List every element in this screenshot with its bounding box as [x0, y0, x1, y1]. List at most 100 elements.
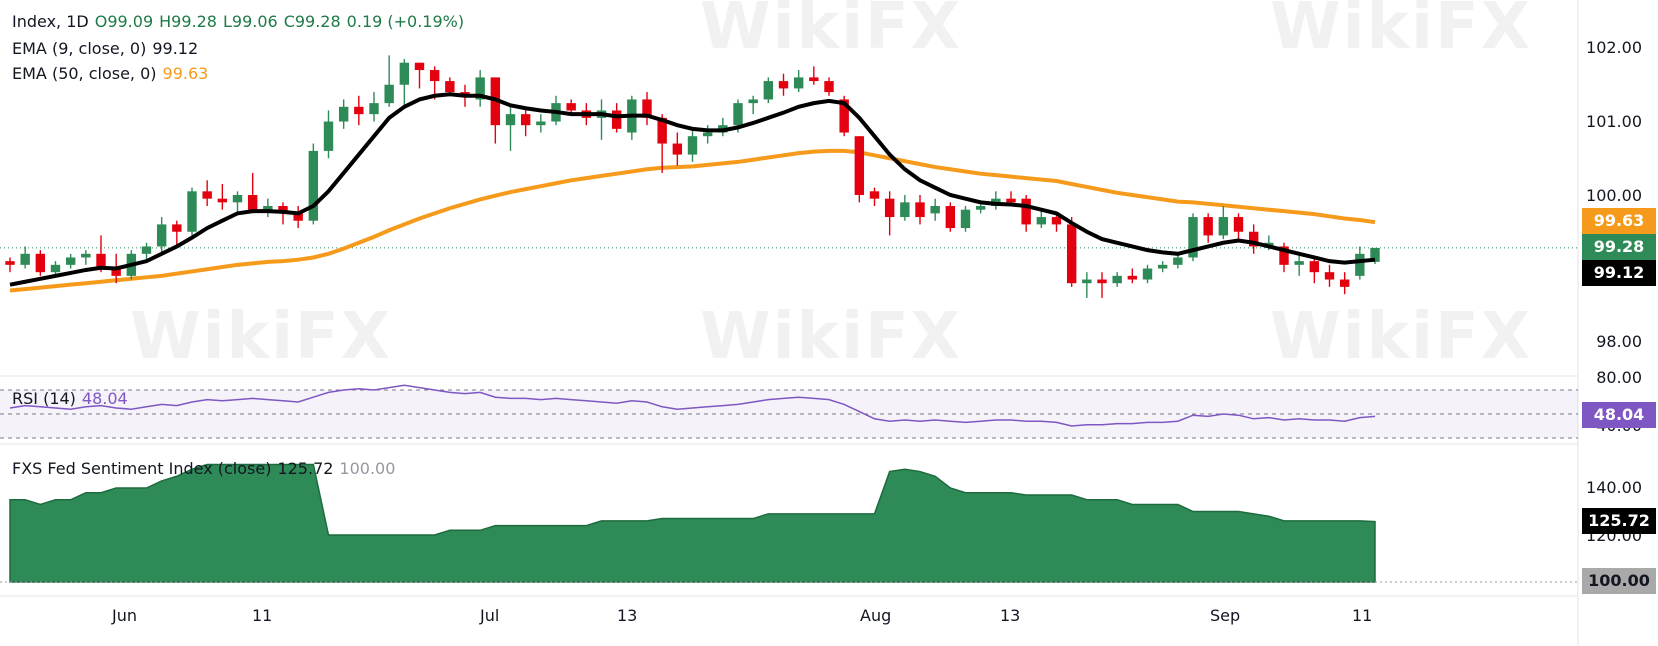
ema50-series — [9, 148, 1376, 293]
ema50-price-tag: 99.63 — [1582, 208, 1656, 234]
candle-body — [1233, 217, 1244, 232]
fxs-area — [0, 463, 1578, 583]
candle-body — [945, 206, 956, 229]
candle-body — [611, 110, 622, 129]
candle-body — [1173, 257, 1183, 265]
candle-body — [748, 99, 758, 104]
candle-body — [5, 261, 15, 265]
ema9-value: 99.12 — [152, 39, 199, 58]
candle-body — [141, 246, 152, 254]
legend-close: C99.28 — [283, 12, 341, 31]
ema9-price-tag: 99.12 — [1582, 260, 1656, 286]
candle-body — [566, 103, 576, 111]
candle-body — [369, 103, 379, 115]
watermark-top-left: WikiFX — [700, 0, 963, 64]
candle-body — [642, 99, 652, 118]
candle-body — [1309, 261, 1320, 273]
candle-body — [293, 213, 303, 221]
candle-body — [520, 114, 531, 126]
fxs-legend: FXS Fed Sentiment Index (close) 125.72 100… — [12, 459, 401, 479]
legend-high: H99.28 — [159, 12, 217, 31]
candle-body — [232, 195, 243, 203]
rsi-panel — [9, 384, 1376, 427]
candle-body — [263, 206, 273, 210]
candle-body — [1036, 217, 1047, 225]
candle-body — [839, 99, 849, 133]
candle-body — [687, 136, 698, 155]
candle-body — [278, 206, 288, 214]
candle-body — [172, 224, 182, 232]
legend-symbol: Index, 1D — [12, 12, 89, 31]
candle-body — [657, 117, 667, 144]
candle-body — [884, 198, 895, 218]
candle-body — [1370, 247, 1380, 262]
x-tick-jul: Jul — [480, 606, 500, 625]
candle-body — [809, 77, 819, 82]
fxs-label: FXS Fed Sentiment Index (close) — [12, 459, 272, 478]
candle-body — [505, 114, 516, 126]
candle-body — [778, 81, 789, 89]
candle-body — [1157, 264, 1168, 269]
ema9-line — [9, 92, 1376, 287]
y-tick-101: 101.00 — [1586, 112, 1642, 131]
candle-body — [96, 253, 106, 269]
candle-body — [81, 253, 91, 258]
candle-body — [1355, 253, 1365, 276]
candle-body — [1021, 198, 1031, 225]
candle-body — [156, 224, 167, 247]
candle-body — [202, 191, 212, 199]
y-tick-102: 102.00 — [1586, 38, 1642, 57]
candle-body — [733, 103, 743, 126]
candle-body — [869, 191, 880, 199]
watermark-bottom-right: WikiFX — [1270, 300, 1533, 374]
ema50-legend: EMA (50, close, 0) 99.63 — [12, 64, 214, 84]
watermark-top-right: WikiFX — [1270, 0, 1533, 64]
fxs-base: 100.00 — [339, 459, 396, 478]
fxs-tick-140: 140.00 — [1586, 478, 1642, 497]
candle-body — [308, 150, 319, 221]
candle-body — [1248, 231, 1259, 247]
candle-body — [915, 202, 925, 218]
y-tick-98: 98.00 — [1596, 332, 1642, 351]
x-tick-sep-11: 11 — [1352, 606, 1373, 625]
candle-body — [672, 143, 683, 155]
candle-body — [35, 253, 46, 273]
x-tick-jun: Jun — [112, 606, 137, 625]
fxs-base-tag: 100.00 — [1582, 568, 1656, 594]
candle-body — [247, 195, 258, 210]
candle-body — [930, 206, 940, 214]
candle-body — [1294, 261, 1304, 265]
candle-body — [217, 198, 228, 203]
candle-body — [702, 132, 713, 137]
rsi-legend: RSI (14) 48.04 — [12, 389, 134, 409]
legend-open: O99.09 — [94, 12, 154, 31]
candle-body — [384, 84, 394, 104]
candle-body — [1006, 198, 1016, 203]
candle-body — [1188, 217, 1198, 258]
x-tick-aug: Aug — [860, 606, 892, 625]
ema50-value: 99.63 — [162, 64, 209, 83]
candle-body — [1112, 275, 1122, 284]
rsi-band — [0, 390, 1578, 438]
candle-body — [854, 136, 865, 195]
candle-body — [1097, 279, 1107, 284]
x-tick-sep: Sep — [1210, 606, 1241, 625]
candle-body — [187, 191, 197, 232]
candle-body — [1127, 275, 1138, 280]
candle-body — [975, 206, 986, 210]
candle-body — [1051, 217, 1062, 225]
candle-body — [354, 106, 364, 115]
candle-body — [1339, 279, 1350, 287]
candle-body — [1066, 224, 1077, 284]
rsi-value: 48.04 — [81, 389, 128, 408]
candle-body — [793, 77, 804, 89]
rsi-series — [9, 384, 1376, 427]
candle-body — [824, 81, 834, 93]
candle-body — [1279, 246, 1289, 265]
watermark-bottom-mid: WikiFX — [700, 300, 963, 374]
candle-body — [20, 253, 30, 265]
ema9-label: EMA (9, close, 0) — [12, 39, 147, 58]
candle-body — [900, 202, 910, 218]
close-price-tag: 99.28 — [1582, 234, 1656, 260]
